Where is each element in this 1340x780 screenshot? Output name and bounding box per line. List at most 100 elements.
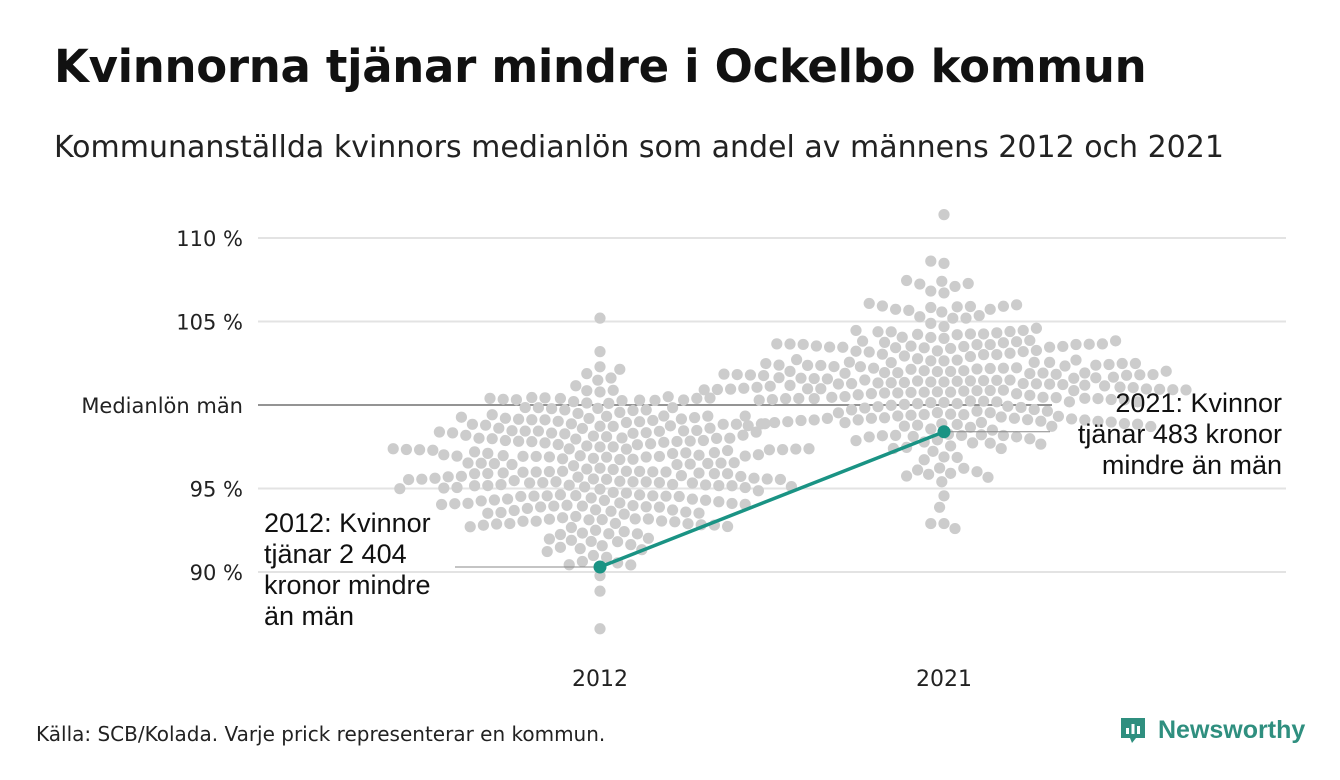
- municipality-dot: [647, 414, 659, 427]
- municipality-dot: [482, 467, 494, 480]
- municipality-dot: [892, 367, 904, 379]
- municipality-dot: [1028, 356, 1040, 368]
- municipality-dot: [927, 445, 939, 457]
- municipality-dot: [852, 414, 864, 426]
- municipality-dot: [1063, 396, 1075, 408]
- municipality-dot: [601, 551, 613, 563]
- municipality-dot: [879, 412, 891, 424]
- municipality-dot: [949, 280, 961, 293]
- municipality-dot: [502, 493, 514, 505]
- municipality-dot: [693, 507, 705, 519]
- municipality-dot: [570, 490, 582, 502]
- municipality-dot: [601, 410, 613, 422]
- municipality-dot: [563, 559, 575, 571]
- municipality-dot: [473, 432, 485, 444]
- municipality-dot: [925, 317, 937, 329]
- municipality-dot: [1024, 433, 1036, 445]
- municipality-dot: [691, 424, 703, 437]
- municipality-dot: [832, 378, 845, 390]
- municipality-dot: [590, 524, 602, 536]
- municipality-dot: [686, 477, 699, 489]
- y-tick-label: 90 %: [190, 561, 243, 585]
- municipality-dot: [1105, 393, 1117, 406]
- municipality-dot: [938, 490, 950, 502]
- municipality-dot: [1083, 338, 1095, 350]
- municipality-dot: [951, 397, 963, 410]
- municipality-dot: [821, 412, 834, 424]
- municipality-dot: [1037, 367, 1049, 379]
- municipality-dot: [678, 425, 690, 437]
- municipality-dot: [708, 447, 721, 459]
- municipality-dot: [918, 408, 930, 421]
- municipality-dot: [488, 494, 500, 506]
- municipality-dot: [574, 543, 586, 555]
- y-tick-label: 95 %: [190, 478, 243, 502]
- municipality-dot: [984, 303, 996, 315]
- municipality-dot: [592, 374, 604, 386]
- municipality-dot: [967, 437, 979, 449]
- municipality-dot: [594, 462, 606, 474]
- municipality-dot: [938, 287, 950, 299]
- municipality-dot: [1017, 377, 1029, 390]
- municipality-dot: [482, 507, 494, 519]
- municipality-dot: [1167, 384, 1179, 396]
- municipality-dot: [647, 490, 659, 502]
- municipality-dot: [945, 467, 957, 479]
- municipality-dot: [1044, 378, 1056, 390]
- municipality-dot: [991, 348, 1003, 361]
- municipality-dot: [815, 383, 827, 395]
- municipality-dot: [803, 443, 815, 455]
- municipality-dot: [912, 419, 924, 431]
- municipality-dot: [451, 481, 463, 494]
- municipality-dot: [852, 389, 864, 401]
- municipality-dot: [859, 402, 871, 414]
- municipality-dot: [517, 450, 529, 462]
- municipality-dot: [627, 476, 639, 488]
- municipality-dot: [1017, 324, 1029, 337]
- municipality-dot: [526, 414, 538, 426]
- municipality-dot: [1134, 369, 1146, 381]
- municipality-dot: [700, 479, 712, 491]
- municipality-dot: [614, 497, 626, 509]
- municipality-dot: [594, 441, 606, 453]
- municipality-dot: [1099, 380, 1111, 392]
- municipality-dot: [620, 443, 633, 455]
- municipality-dot: [722, 468, 734, 480]
- municipality-dot: [576, 422, 589, 435]
- municipality-dot: [680, 447, 692, 459]
- municipality-dot: [892, 387, 904, 399]
- municipality-dot: [872, 377, 884, 389]
- municipality-dot: [585, 535, 597, 548]
- municipality-dot: [1129, 357, 1141, 370]
- municipality-dot: [607, 463, 619, 476]
- municipality-dot: [565, 534, 578, 546]
- municipality-dot: [554, 541, 567, 553]
- municipality-dot: [984, 384, 996, 397]
- municipality-dot: [997, 362, 1010, 374]
- municipality-dot: [850, 435, 862, 447]
- municipality-dot: [742, 420, 754, 432]
- municipality-dot: [627, 427, 639, 439]
- municipality-dot: [821, 373, 834, 385]
- municipality-dot: [1070, 338, 1082, 351]
- municipality-dot: [1092, 392, 1104, 405]
- municipality-dot: [1079, 392, 1091, 404]
- municipality-dot: [1028, 403, 1040, 416]
- municipality-dot: [570, 433, 582, 445]
- municipality-dot: [1154, 383, 1166, 395]
- municipality-dot: [951, 375, 963, 387]
- municipality-dot: [918, 454, 930, 466]
- municipality-dot: [658, 436, 670, 448]
- municipality-dot: [769, 416, 781, 429]
- newsworthy-logo[interactable]: Newsworthy: [1118, 715, 1305, 745]
- municipality-dot: [455, 411, 467, 423]
- municipality-dot: [678, 394, 690, 406]
- municipality-dot: [1090, 359, 1102, 371]
- municipality-dot: [839, 367, 851, 379]
- municipality-dot: [748, 472, 760, 484]
- municipality-dot: [594, 346, 606, 358]
- y-tick-label: 105 %: [176, 311, 243, 335]
- municipality-dot: [662, 391, 674, 403]
- municipality-dot: [925, 376, 937, 388]
